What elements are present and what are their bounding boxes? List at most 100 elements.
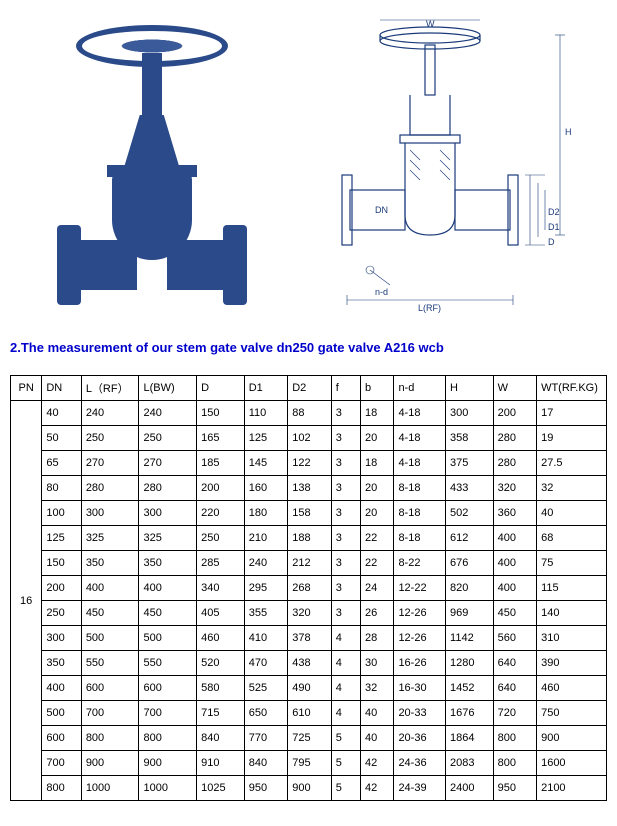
table-cell: 40 [361, 701, 394, 726]
table-cell: 470 [244, 651, 288, 676]
table-cell: 725 [288, 726, 332, 751]
table-cell: 700 [139, 701, 197, 726]
table-header-cell: D1 [244, 376, 288, 401]
table-cell: 700 [81, 701, 139, 726]
table-cell: 88 [288, 401, 332, 426]
table-cell: 20 [361, 501, 394, 526]
table-row: 20040040034029526832412-22820400115 [11, 576, 607, 601]
table-cell: 250 [197, 526, 245, 551]
label-dn: DN [375, 205, 388, 215]
table-cell: 490 [288, 676, 332, 701]
table-cell: 1676 [446, 701, 494, 726]
table-cell: 268 [288, 576, 332, 601]
table-cell: 122 [288, 451, 332, 476]
table-cell: 4-18 [394, 426, 446, 451]
table-cell: 550 [81, 651, 139, 676]
table-cell: 5 [331, 726, 360, 751]
table-cell: 16-26 [394, 651, 446, 676]
table-cell: 26 [361, 601, 394, 626]
table-cell: 600 [81, 676, 139, 701]
table-cell: 355 [244, 601, 288, 626]
table-cell: 28 [361, 626, 394, 651]
table-header-cell: H [446, 376, 494, 401]
table-cell: 1000 [139, 776, 197, 801]
table-cell: 700 [42, 751, 81, 776]
table-cell: 600 [42, 726, 81, 751]
table-cell: 285 [197, 551, 245, 576]
table-cell: 115 [537, 576, 607, 601]
table-cell: 800 [493, 726, 537, 751]
table-cell: 400 [493, 576, 537, 601]
table-cell: 3 [331, 551, 360, 576]
table-header-row: PNDNL（RF）L(BW)DD1D2fbn-dHWWT(RF.KG) [11, 376, 607, 401]
table-cell: 180 [244, 501, 288, 526]
table-cell: 165 [197, 426, 245, 451]
table-cell: 4 [331, 701, 360, 726]
table-header-cell: L（RF） [81, 376, 139, 401]
pipe-right-icon [167, 240, 227, 290]
table-cell: 350 [42, 651, 81, 676]
table-cell: 8-18 [394, 501, 446, 526]
table-cell: 18 [361, 451, 394, 476]
table-cell: 640 [493, 651, 537, 676]
table-cell: 795 [288, 751, 332, 776]
table-cell: 240 [244, 551, 288, 576]
table-cell: 520 [197, 651, 245, 676]
table-row: 70090090091084079554224-3620838001600 [11, 751, 607, 776]
table-cell: 600 [139, 676, 197, 701]
diagram-svg: W H DN D2 D1 D n-d L(RF) [320, 15, 580, 315]
valve-diagram: W H DN D2 D1 D n-d L(RF) [320, 15, 580, 315]
table-cell: 800 [139, 726, 197, 751]
table-header-cell: b [361, 376, 394, 401]
table-cell: 280 [81, 476, 139, 501]
valve-photo [37, 15, 267, 315]
table-cell: 12-26 [394, 601, 446, 626]
table-cell: 2400 [446, 776, 494, 801]
label-d2: D2 [548, 207, 560, 217]
table-cell: 42 [361, 776, 394, 801]
table-header-cell: f [331, 376, 360, 401]
label-d1: D1 [548, 222, 560, 232]
table-row: 652702701851451223184-1837528027.5 [11, 451, 607, 476]
table-cell: 30 [361, 651, 394, 676]
table-cell: 350 [81, 551, 139, 576]
table-cell: 20 [361, 476, 394, 501]
table-row: 80010001000102595090054224-3924009502100 [11, 776, 607, 801]
table-cell: 125 [244, 426, 288, 451]
table-cell: 4 [331, 651, 360, 676]
table-header-cell: DN [42, 376, 81, 401]
table-cell: 715 [197, 701, 245, 726]
table-row: 802802802001601383208-1843332032 [11, 476, 607, 501]
table-cell: 22 [361, 551, 394, 576]
table-cell: 24-39 [394, 776, 446, 801]
pipe-left-icon [77, 240, 137, 290]
table-cell: 378 [288, 626, 332, 651]
table-cell: 800 [493, 751, 537, 776]
table-cell: 150 [42, 551, 81, 576]
table-cell: 188 [288, 526, 332, 551]
table-cell: 240 [81, 401, 139, 426]
images-row: W H DN D2 D1 D n-d L(RF) [10, 10, 607, 320]
table-header-cell: W [493, 376, 537, 401]
table-cell: 770 [244, 726, 288, 751]
table-cell: 22 [361, 526, 394, 551]
table-cell: 12-22 [394, 576, 446, 601]
measurement-table: PNDNL（RF）L(BW)DD1D2fbn-dHWWT(RF.KG) 1640… [10, 375, 607, 801]
table-cell: 300 [139, 501, 197, 526]
table-row: 1003003002201801583208-1850236040 [11, 501, 607, 526]
table-cell: 80 [42, 476, 81, 501]
table-cell: 3 [331, 426, 360, 451]
label-w: W [426, 19, 435, 29]
table-cell: 340 [197, 576, 245, 601]
table-cell: 910 [197, 751, 245, 776]
table-row: 50070070071565061044020-331676720750 [11, 701, 607, 726]
table-cell: 325 [139, 526, 197, 551]
table-row: 40060060058052549043216-301452640460 [11, 676, 607, 701]
table-cell: 4-18 [394, 401, 446, 426]
label-d: D [548, 237, 555, 247]
table-cell: 375 [446, 451, 494, 476]
table-cell: 24 [361, 576, 394, 601]
table-cell: 612 [446, 526, 494, 551]
table-cell: 42 [361, 751, 394, 776]
table-row: 25045045040535532032612-26969450140 [11, 601, 607, 626]
